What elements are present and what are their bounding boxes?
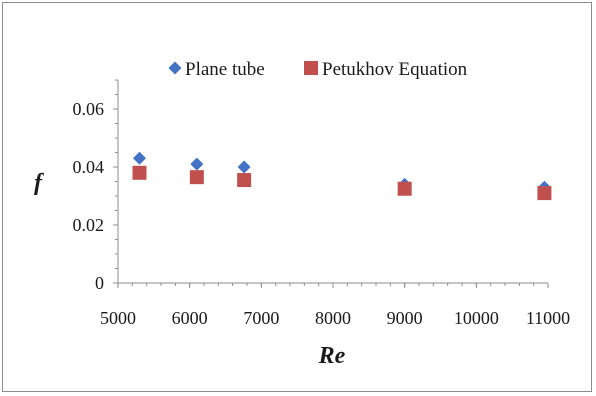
y-tick-label: 0 [95, 273, 104, 293]
axes [117, 80, 548, 284]
legend-label-plane-tube: Plane tube [185, 59, 265, 80]
y-tick-label: 0.02 [73, 215, 105, 235]
y-axis-title: f [34, 170, 44, 196]
point-petukhov-equation [397, 181, 412, 196]
x-tick-label: 10000 [454, 308, 499, 328]
data-points [132, 151, 552, 201]
x-axis-title: Re [318, 343, 346, 369]
point-plane-tube [190, 157, 204, 171]
point-plane-tube [133, 151, 146, 165]
legend-marker-plane-tube [168, 61, 182, 75]
x-tick-label: 11000 [526, 308, 570, 328]
point-petukhov-equation [537, 186, 552, 201]
x-tick-label: 5000 [100, 308, 136, 328]
y-tick-label: 0.06 [73, 99, 105, 119]
point-petukhov-equation [237, 173, 252, 188]
point-petukhov-equation [189, 170, 204, 185]
chart-frame [2, 2, 592, 392]
grid [113, 79, 549, 288]
x-tick-label: 9000 [387, 308, 423, 328]
x-tick-label: 7000 [243, 308, 279, 328]
point-petukhov-equation [132, 165, 147, 180]
legend-marker-petukhov-equation [304, 61, 318, 75]
x-tick-label: 8000 [315, 308, 351, 328]
x-tick-label: 6000 [172, 308, 208, 328]
legend-label-petukhov-equation: Petukhov Equation [322, 59, 468, 80]
y-tick-labels: 0 0.02 0.04 0.06 [73, 99, 105, 293]
legend: Plane tube Petukhov Equation [168, 59, 468, 80]
x-tick-labels: 5000 6000 7000 8000 9000 10000 11000 [100, 308, 570, 328]
point-plane-tube [237, 160, 251, 174]
y-tick-label: 0.04 [73, 157, 105, 177]
